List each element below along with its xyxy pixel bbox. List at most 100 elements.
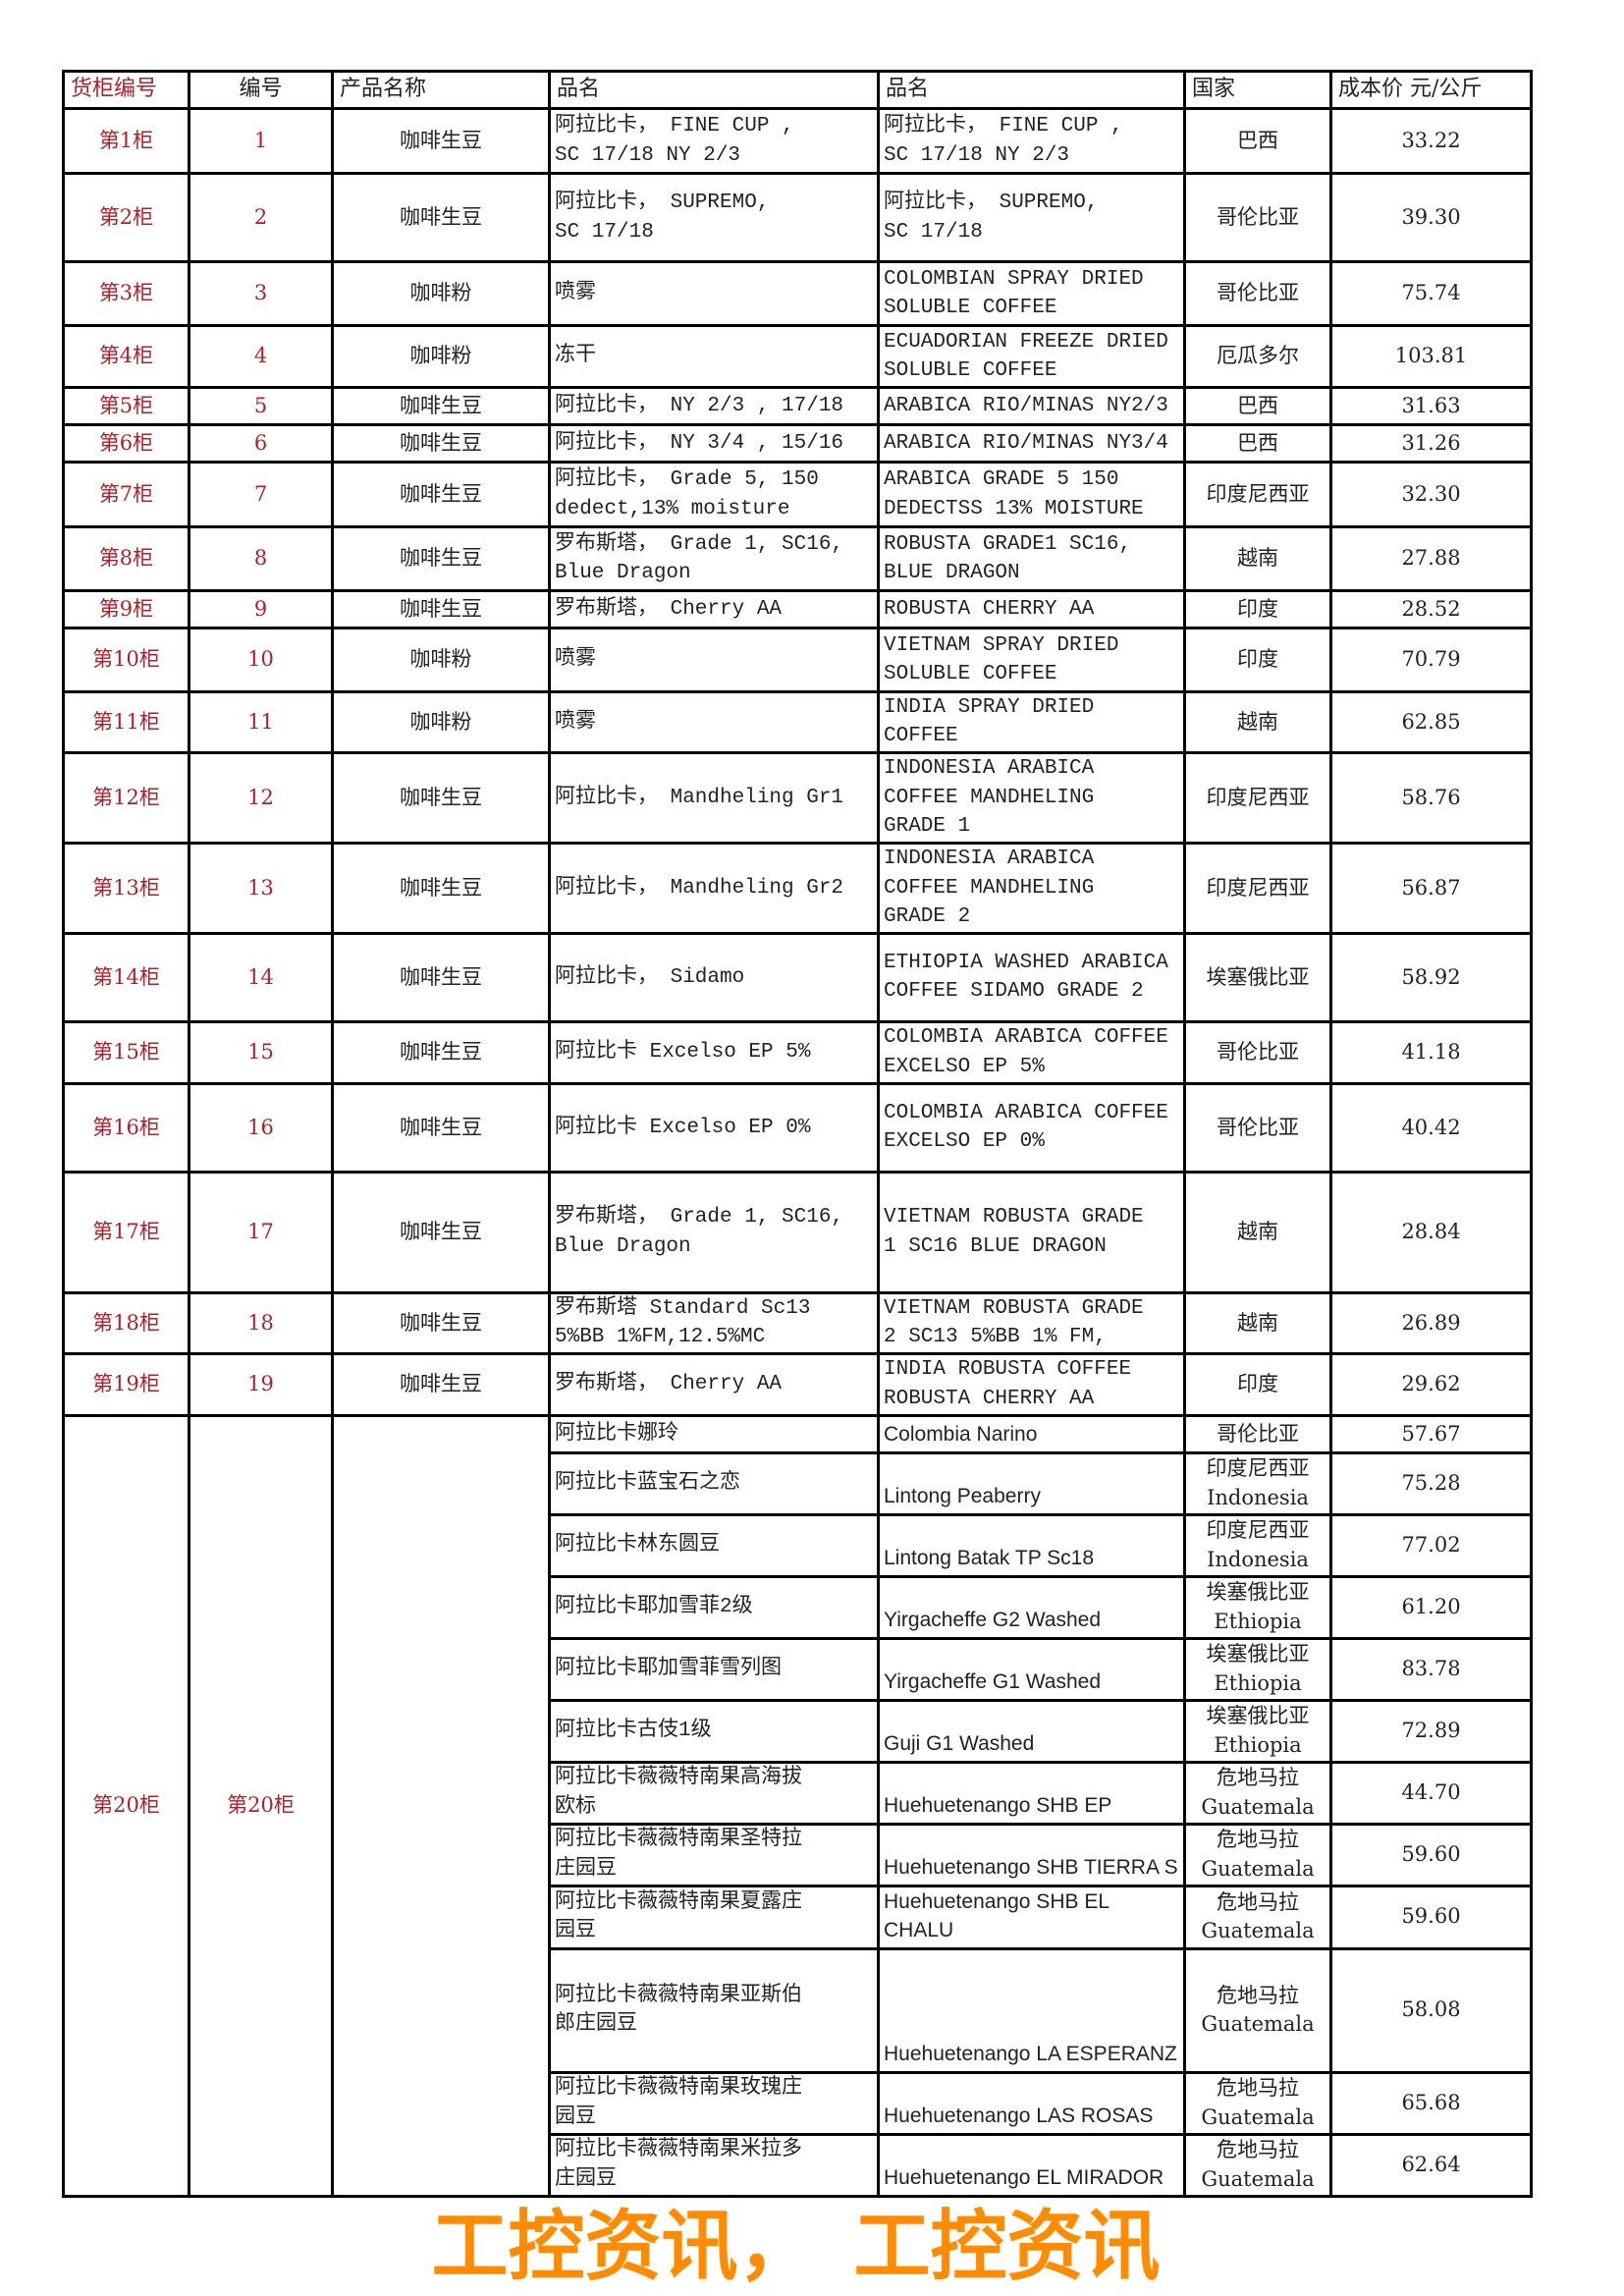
- table-row: 阿拉比卡耶加雪菲雪列图 Yirgacheffe G1 Washed 埃塞俄比亚 Et…: [64, 1636, 1533, 1702]
- table-row: 第1柜 1 咖啡生豆 阿拉比卡， FINE CUP , SC 17/18 NY 2/3…: [62, 107, 1533, 175]
- item-en-cell: Huehuetenango LAS ROSAS: [877, 2070, 1186, 2136]
- price-cell: 103.81: [1329, 324, 1533, 389]
- table-row: 第2柜 2 咖啡生豆 阿拉比卡， SUPREMO, SC 17/18 阿拉比卡， SUP…: [62, 172, 1533, 263]
- country-cell: 印度: [1183, 589, 1332, 629]
- product-cell: 咖啡生豆: [331, 1019, 551, 1085]
- item-cn-cell: 阿拉比卡蓝宝石之恋: [548, 1450, 880, 1516]
- price-cell: 33.22: [1329, 107, 1533, 175]
- price-cell: 31.63: [1329, 386, 1533, 426]
- country-cell: 危地马拉 Guatemala: [1183, 1760, 1332, 1826]
- number-cell: 17: [188, 1170, 334, 1294]
- price-cell: 58.92: [1329, 931, 1533, 1023]
- table-row: 第5柜 5 咖啡生豆 阿拉比卡， NY 2/3 , 17/18 ARABICA RIO/…: [62, 386, 1533, 426]
- header-item-name-en: 品名: [877, 70, 1186, 110]
- table-row: 阿拉比卡薇薇特南果夏露庄 园豆 Huehuetenango SHB EL CHAL…: [64, 1884, 1533, 1950]
- cabinet-cell: 第19柜: [62, 1351, 190, 1417]
- product-cell: 咖啡生豆: [331, 107, 551, 175]
- country-cell: 埃塞俄比亚: [1183, 931, 1332, 1023]
- item-cn-cell: 喷雾: [548, 690, 880, 754]
- product-cell: 咖啡生豆: [331, 750, 551, 845]
- item-en-cell: ECUADORIAN FREEZE DRIED SOLUBLE COFFEE: [877, 324, 1186, 389]
- number-cell: 1: [188, 107, 334, 175]
- table-row: 第8柜 8 咖啡生豆 罗布斯塔， Grade 1, SC16, Blue Dragon…: [62, 525, 1533, 592]
- country-cell: 印度尼西亚: [1183, 750, 1332, 845]
- item-en-cell: INDIA ROBUSTA COFFEE ROBUSTA CHERRY AA: [877, 1351, 1186, 1417]
- header-cabinet-no: 货柜编号: [62, 70, 190, 110]
- country-cell: 印度: [1183, 627, 1332, 693]
- number-cell: 5: [188, 386, 334, 426]
- cabinet-cell: 第9柜: [62, 589, 190, 629]
- cabinet-cell: 第20柜: [62, 1413, 190, 2198]
- number-cell: 15: [188, 1019, 334, 1085]
- price-cell: 77.02: [1329, 1512, 1533, 1578]
- cabinet-cell: 第6柜: [62, 423, 190, 464]
- price-cell: 56.87: [1329, 841, 1533, 935]
- number-cell: 12: [188, 750, 334, 845]
- price-cell: 75.28: [1329, 1450, 1533, 1516]
- country-cell: 印度尼西亚: [1183, 841, 1332, 935]
- item-cn-cell: 阿拉比卡， Mandheling Gr1: [548, 750, 880, 845]
- table-row: 阿拉比卡耶加雪菲2级 Yirgacheffe G2 Washed 埃塞俄比亚 Eth…: [64, 1574, 1533, 1640]
- item-en-cell: COLOMBIAN SPRAY DRIED SOLUBLE COFFEE: [877, 260, 1186, 327]
- country-cell: 哥伦比亚: [1183, 172, 1332, 263]
- country-cell: 哥伦比亚: [1183, 1081, 1332, 1174]
- item-en-cell: ARABICA RIO/MINAS NY2/3: [877, 386, 1186, 426]
- item-en-cell: ROBUSTA CHERRY AA: [877, 589, 1186, 629]
- country-cell: 危地马拉 Guatemala: [1183, 2070, 1332, 2136]
- price-cell: 27.88: [1329, 525, 1533, 592]
- country-cell: 越南: [1183, 1290, 1332, 1355]
- item-en-cell: COLOMBIA ARABICA COFFEE EXCELSO EP 0%: [877, 1081, 1186, 1174]
- country-cell: 哥伦比亚: [1183, 260, 1332, 327]
- number-cell: 19: [188, 1351, 334, 1417]
- item-en-cell: 阿拉比卡， FINE CUP , SC 17/18 NY 2/3: [877, 107, 1186, 175]
- cabinet-cell: 第10柜: [62, 627, 190, 693]
- price-cell: 28.84: [1329, 1170, 1533, 1294]
- number-cell: 10: [188, 627, 334, 693]
- cabinet-cell: 第3柜: [62, 260, 190, 327]
- number-cell: 6: [188, 423, 334, 464]
- cabinet-cell: 第14柜: [62, 931, 190, 1023]
- price-cell: 28.52: [1329, 589, 1533, 629]
- price-cell: 29.62: [1329, 1351, 1533, 1417]
- country-cell: 巴西: [1183, 423, 1332, 464]
- item-cn-cell: 阿拉比卡古伎1级: [548, 1698, 880, 1764]
- item-en-cell: Huehuetenango LA ESPERANZ: [877, 1946, 1186, 2074]
- item-cn-cell: 阿拉比卡， Mandheling Gr2: [548, 841, 880, 935]
- item-cn-cell: 阿拉比卡， SUPREMO, SC 17/18: [548, 172, 880, 263]
- price-cell: 40.42: [1329, 1081, 1533, 1174]
- country-cell: 印度尼西亚: [1183, 461, 1332, 528]
- table-row: 第10柜 10 咖啡粉 喷雾 VIETNAM SPRAY DRIED SOLUBLE C…: [62, 627, 1533, 693]
- table-row: 阿拉比卡林东圆豆 Lintong Batak TP Sc18 印度尼西亚 Indon…: [64, 1512, 1533, 1578]
- item-cn-cell: 阿拉比卡耶加雪菲2级: [548, 1574, 880, 1640]
- table-row: 阿拉比卡古伎1级 Guji G1 Washed 埃塞俄比亚 Ethiopia 72.8…: [64, 1698, 1533, 1764]
- product-cell: 咖啡生豆: [331, 423, 551, 464]
- country-cell: 埃塞俄比亚 Ethiopia: [1183, 1698, 1332, 1764]
- price-cell: 57.67: [1329, 1413, 1533, 1454]
- table-row: 第18柜 18 咖啡生豆 罗布斯塔 Standard Sc13 5%BB 1%FM,1…: [62, 1290, 1533, 1355]
- product-cell: 咖啡粉: [331, 260, 551, 327]
- product-cell: [331, 1413, 551, 2198]
- product-cell: 咖啡生豆: [331, 841, 551, 935]
- country-cell: 越南: [1183, 1170, 1332, 1294]
- cabinet-cell: 第16柜: [62, 1081, 190, 1174]
- coffee-price-table: 货柜编号 编号 产品名称 品名 品名 国家 成本价 元/公斤 第1柜 1 咖啡生豆阿…: [62, 70, 1533, 2198]
- table-row: 第13柜 13 咖啡生豆 阿拉比卡， Mandheling Gr2 INDONESIA …: [62, 841, 1533, 935]
- product-cell: 咖啡生豆: [331, 1351, 551, 1417]
- price-cell: 59.60: [1329, 1884, 1533, 1950]
- table-row: 第16柜 16 咖啡生豆 阿拉比卡 Excelso EP 0% COLOMBIA ARA…: [62, 1081, 1533, 1174]
- item-en-cell: ROBUSTA GRADE1 SC16, BLUE DRAGON: [877, 525, 1186, 592]
- price-cell: 75.74: [1329, 260, 1533, 327]
- item-en-cell: INDONESIA ARABICA COFFEE MANDHELING GRAD…: [877, 750, 1186, 845]
- table-row: 第6柜 6 咖啡生豆 阿拉比卡， NY 3/4 , 15/16 ARABICA RIO/…: [62, 423, 1533, 464]
- price-cell: 59.60: [1329, 1822, 1533, 1887]
- cabinet-cell: 第15柜: [62, 1019, 190, 1085]
- table-row: 第12柜 12 咖啡生豆 阿拉比卡， Mandheling Gr1 INDONESIA …: [62, 750, 1533, 845]
- watermark-text: 工控资讯: [853, 2203, 1161, 2291]
- header-product-name: 产品名称: [331, 70, 551, 110]
- price-cell: 58.08: [1329, 1946, 1533, 2074]
- table-row: 阿拉比卡薇薇特南果亚斯伯 郎庄园豆 Huehuetenango LA ESPERA…: [64, 1946, 1533, 2074]
- product-cell: 咖啡粉: [331, 627, 551, 693]
- item-cn-cell: 阿拉比卡薇薇特南果高海拔 欧标: [548, 1760, 880, 1826]
- cabinet-cell: 第2柜: [62, 172, 190, 263]
- number-cell: 4: [188, 324, 334, 389]
